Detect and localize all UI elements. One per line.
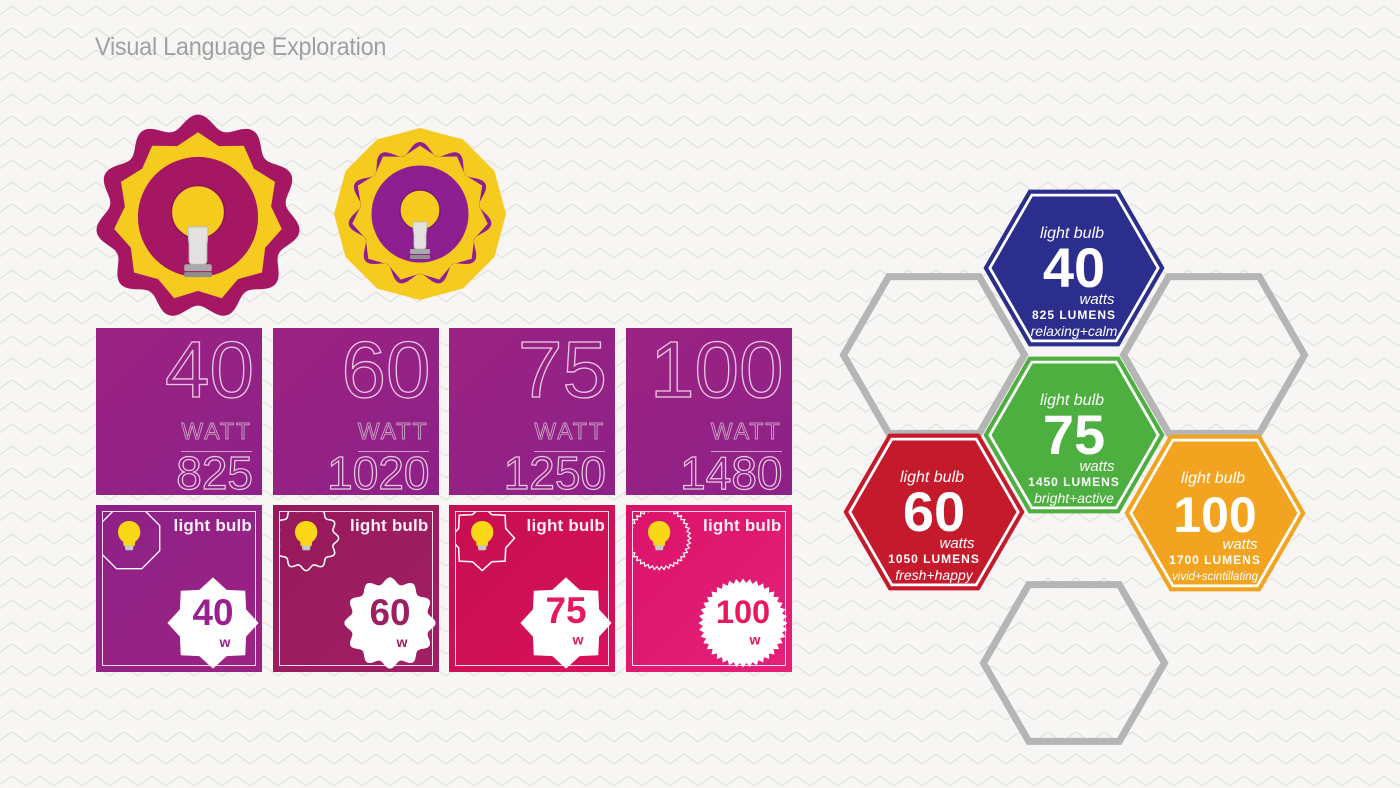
- svg-text:fresh+happy: fresh+happy: [895, 567, 973, 583]
- svg-text:60: 60: [369, 592, 410, 633]
- svg-text:40: 40: [192, 592, 233, 633]
- svg-text:75: 75: [545, 590, 586, 631]
- svg-text:100: 100: [715, 594, 769, 630]
- svg-text:1700 LUMENS: 1700 LUMENS: [1169, 553, 1261, 567]
- svg-text:w: w: [571, 632, 583, 648]
- svg-text:825 LUMENS: 825 LUMENS: [1032, 308, 1116, 322]
- svg-text:60: 60: [903, 480, 965, 543]
- svg-text:100: 100: [1173, 487, 1256, 543]
- svg-text:75: 75: [1043, 403, 1105, 466]
- svg-text:relaxing+calm: relaxing+calm: [1031, 323, 1118, 339]
- svg-text:vivid+scintillating: vivid+scintillating: [1172, 571, 1259, 583]
- svg-text:bright+active: bright+active: [1034, 490, 1114, 506]
- svg-text:watts: watts: [1079, 291, 1115, 308]
- svg-text:1050 LUMENS: 1050 LUMENS: [888, 552, 980, 566]
- svg-text:w: w: [748, 632, 760, 648]
- svg-text:w: w: [218, 634, 230, 650]
- svg-text:watts: watts: [1079, 458, 1115, 475]
- svg-text:watts: watts: [939, 535, 975, 552]
- svg-text:40: 40: [1043, 236, 1105, 299]
- svg-text:light bulb: light bulb: [1181, 470, 1245, 487]
- svg-text:w: w: [395, 634, 407, 650]
- svg-text:1450 LUMENS: 1450 LUMENS: [1028, 475, 1120, 489]
- svg-text:watts: watts: [1222, 536, 1258, 553]
